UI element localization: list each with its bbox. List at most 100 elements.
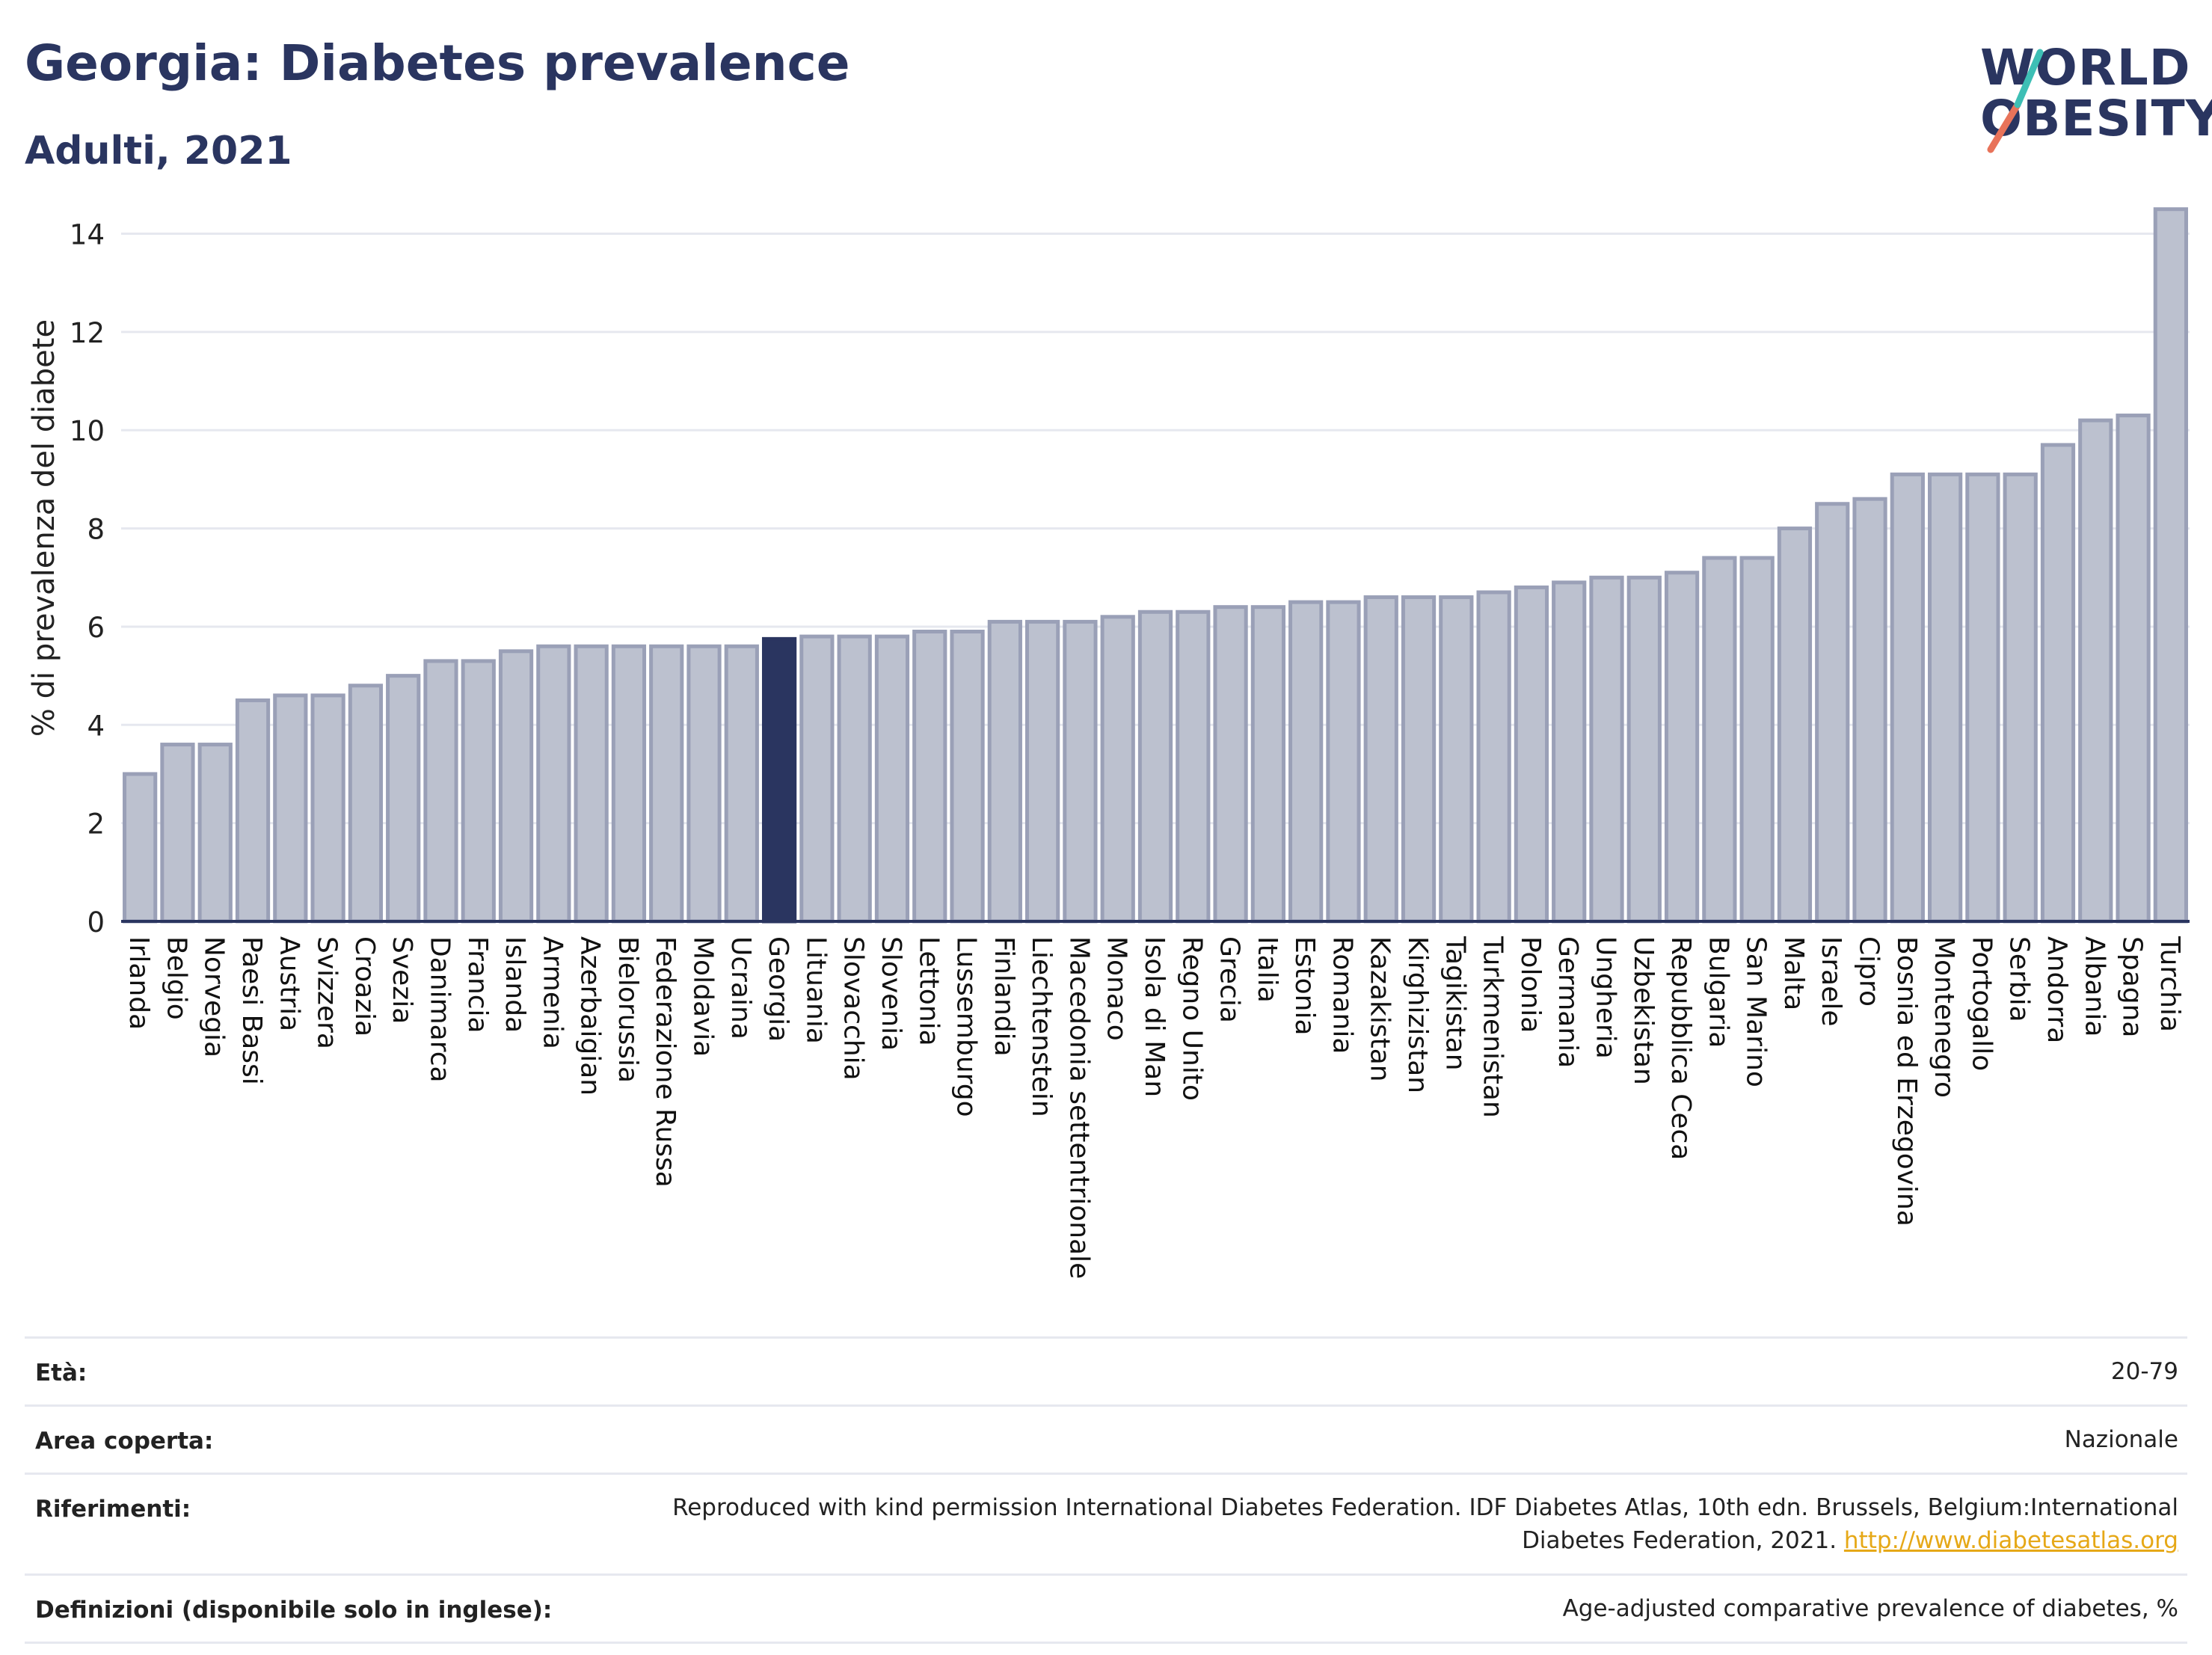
- bar-bielorussia: [611, 644, 647, 924]
- bar-macedonia-settentrionale: [1063, 619, 1098, 924]
- x-tick-label: Azerbaigian: [575, 936, 606, 1096]
- x-tick-label: Austria: [274, 936, 304, 1031]
- x-tick-label: Slovacchia: [838, 936, 869, 1081]
- bar-islanda: [498, 649, 534, 924]
- bar-montenegro: [1927, 472, 1963, 924]
- bar-malta: [1777, 526, 1813, 924]
- x-tick-label: Norvegia: [199, 936, 230, 1057]
- bar-slovacchia: [837, 634, 872, 924]
- x-tick-label: Islanda: [500, 936, 530, 1033]
- bar-isola-di-man: [1137, 610, 1173, 924]
- bar-estonia: [1288, 600, 1324, 924]
- x-tick-label: Tagikistan: [1440, 936, 1470, 1071]
- x-tick-label: Ungheria: [1590, 936, 1620, 1059]
- bar-repubblica-ceca: [1664, 571, 1700, 924]
- x-tick-label: Kirghizistan: [1402, 936, 1433, 1093]
- bar-tagikistan: [1439, 595, 1474, 924]
- x-tick-label: Bosnia ed Erzegovina: [1891, 936, 1922, 1226]
- y-tick-label: 2: [87, 808, 105, 841]
- bar-kazakistan: [1363, 595, 1398, 924]
- bar-liechtenstein: [1025, 619, 1060, 924]
- x-tick-label: Turchia: [2154, 936, 2185, 1032]
- bar-austria: [273, 693, 308, 924]
- x-tick-label: Turkmenistan: [1478, 936, 1508, 1118]
- bar-andorra: [2040, 443, 2076, 924]
- x-tick-label: Armenia: [537, 936, 568, 1049]
- bar-lituania: [799, 634, 835, 924]
- definitions-label: Definizioni (disponibile solo in inglese…: [35, 1597, 553, 1624]
- area-label: Area coperta:: [35, 1428, 214, 1455]
- bar-francia: [461, 659, 496, 924]
- bar-danimarca: [423, 659, 458, 924]
- meta-row-area: Area coperta: Nazionale: [25, 1404, 2187, 1473]
- x-tick-label: Germania: [1552, 936, 1583, 1068]
- bar-paesi-bassi: [235, 698, 271, 924]
- logo-line-1: WORLD: [1980, 39, 2191, 96]
- bar-chart: 0 2 4 6 8 10 12 14 % di prevalenza del diabete Ir…: [27, 207, 2190, 1279]
- page-title: Georgia: Diabetes prevalence: [25, 34, 850, 92]
- x-tick-label: Lituania: [800, 936, 831, 1044]
- bar-grecia: [1213, 605, 1248, 924]
- bar-turchia: [2153, 207, 2188, 924]
- x-tick-label: Isola di Man: [1139, 936, 1170, 1097]
- definitions-value: Age-adjusted comparative prevalence of d…: [1562, 1595, 2178, 1622]
- bar-regno-unito: [1176, 610, 1211, 924]
- x-tick-label: Finlandia: [989, 936, 1019, 1057]
- page-subtitle: Adulti, 2021: [25, 129, 292, 174]
- bar-federazione-russa: [649, 644, 684, 924]
- x-tick-label: Cipro: [1854, 936, 1884, 1007]
- x-tick-label: Bulgaria: [1703, 936, 1733, 1048]
- meta-row-age: Età: 20-79: [25, 1336, 2187, 1404]
- x-tick-label: Uzbekistan: [1628, 936, 1659, 1085]
- bar-serbia: [2003, 472, 2038, 924]
- x-tick-label: Repubblica Ceca: [1665, 936, 1696, 1160]
- x-tick-label: Svezia: [387, 936, 417, 1024]
- bar-bosnia-ed-erzegovina: [1890, 472, 1925, 924]
- bar-belgio: [160, 743, 195, 924]
- bar-georgia: [761, 636, 797, 924]
- x-tick-label: Belgio: [161, 936, 191, 1020]
- bar-norvegia: [197, 743, 233, 924]
- bar-slovenia: [874, 634, 910, 924]
- bar-romania: [1326, 600, 1361, 924]
- x-tick-label: Andorra: [2042, 936, 2072, 1043]
- y-tick-label: 8: [87, 514, 105, 546]
- x-tick-label: Estonia: [1289, 936, 1320, 1036]
- bar-italia: [1250, 605, 1285, 924]
- bar-finlandia: [987, 619, 1022, 924]
- bar-turkmenistan: [1476, 590, 1511, 924]
- bar-spagna: [2116, 414, 2151, 924]
- bar-svezia: [386, 674, 421, 924]
- x-tick-label: Bielorussia: [612, 936, 643, 1083]
- y-tick-label: 12: [70, 317, 105, 349]
- x-tick-label: Albania: [2079, 936, 2110, 1037]
- references-link[interactable]: http://www.diabetesatlas.org: [1843, 1527, 2178, 1554]
- x-tick-label: Romania: [1327, 936, 1357, 1054]
- bar-ucraina: [724, 644, 759, 924]
- x-tick-label: Ucraina: [725, 936, 756, 1040]
- x-tick-label: Polonia: [1515, 936, 1546, 1033]
- bar-bulgaria: [1702, 556, 1737, 924]
- x-tick-label: Irlanda: [123, 936, 154, 1030]
- y-tick-label: 14: [70, 219, 105, 251]
- x-tick-label: Spagna: [2117, 936, 2148, 1038]
- x-tick-label: Israele: [1816, 936, 1846, 1027]
- bar-kirghizistan: [1401, 595, 1437, 924]
- x-tick-label: Lussemburgo: [951, 936, 982, 1117]
- x-tick-label: Federazione Russa: [650, 936, 681, 1188]
- references-label: Riferimenti:: [35, 1496, 191, 1523]
- bar-albania: [2078, 418, 2113, 924]
- bar-svizzera: [310, 693, 345, 924]
- logo-slash-icon: [1987, 49, 2044, 153]
- x-tick-label: Slovenia: [876, 936, 906, 1051]
- x-tick-label: Liechtenstein: [1026, 936, 1057, 1117]
- x-tick-label: Lettonia: [913, 936, 944, 1046]
- x-tick-label: San Marino: [1741, 936, 1772, 1087]
- references-text: Reproduced with kind permission Internat…: [672, 1494, 2178, 1554]
- x-tick-label: Serbia: [2004, 936, 2035, 1022]
- x-tick-label: Georgia: [763, 936, 793, 1042]
- x-tick-label: Monaco: [1102, 936, 1132, 1041]
- references-value: Reproduced with kind permission Internat…: [602, 1491, 2178, 1557]
- y-tick-label: 0: [87, 906, 105, 939]
- bar-croazia: [348, 684, 384, 924]
